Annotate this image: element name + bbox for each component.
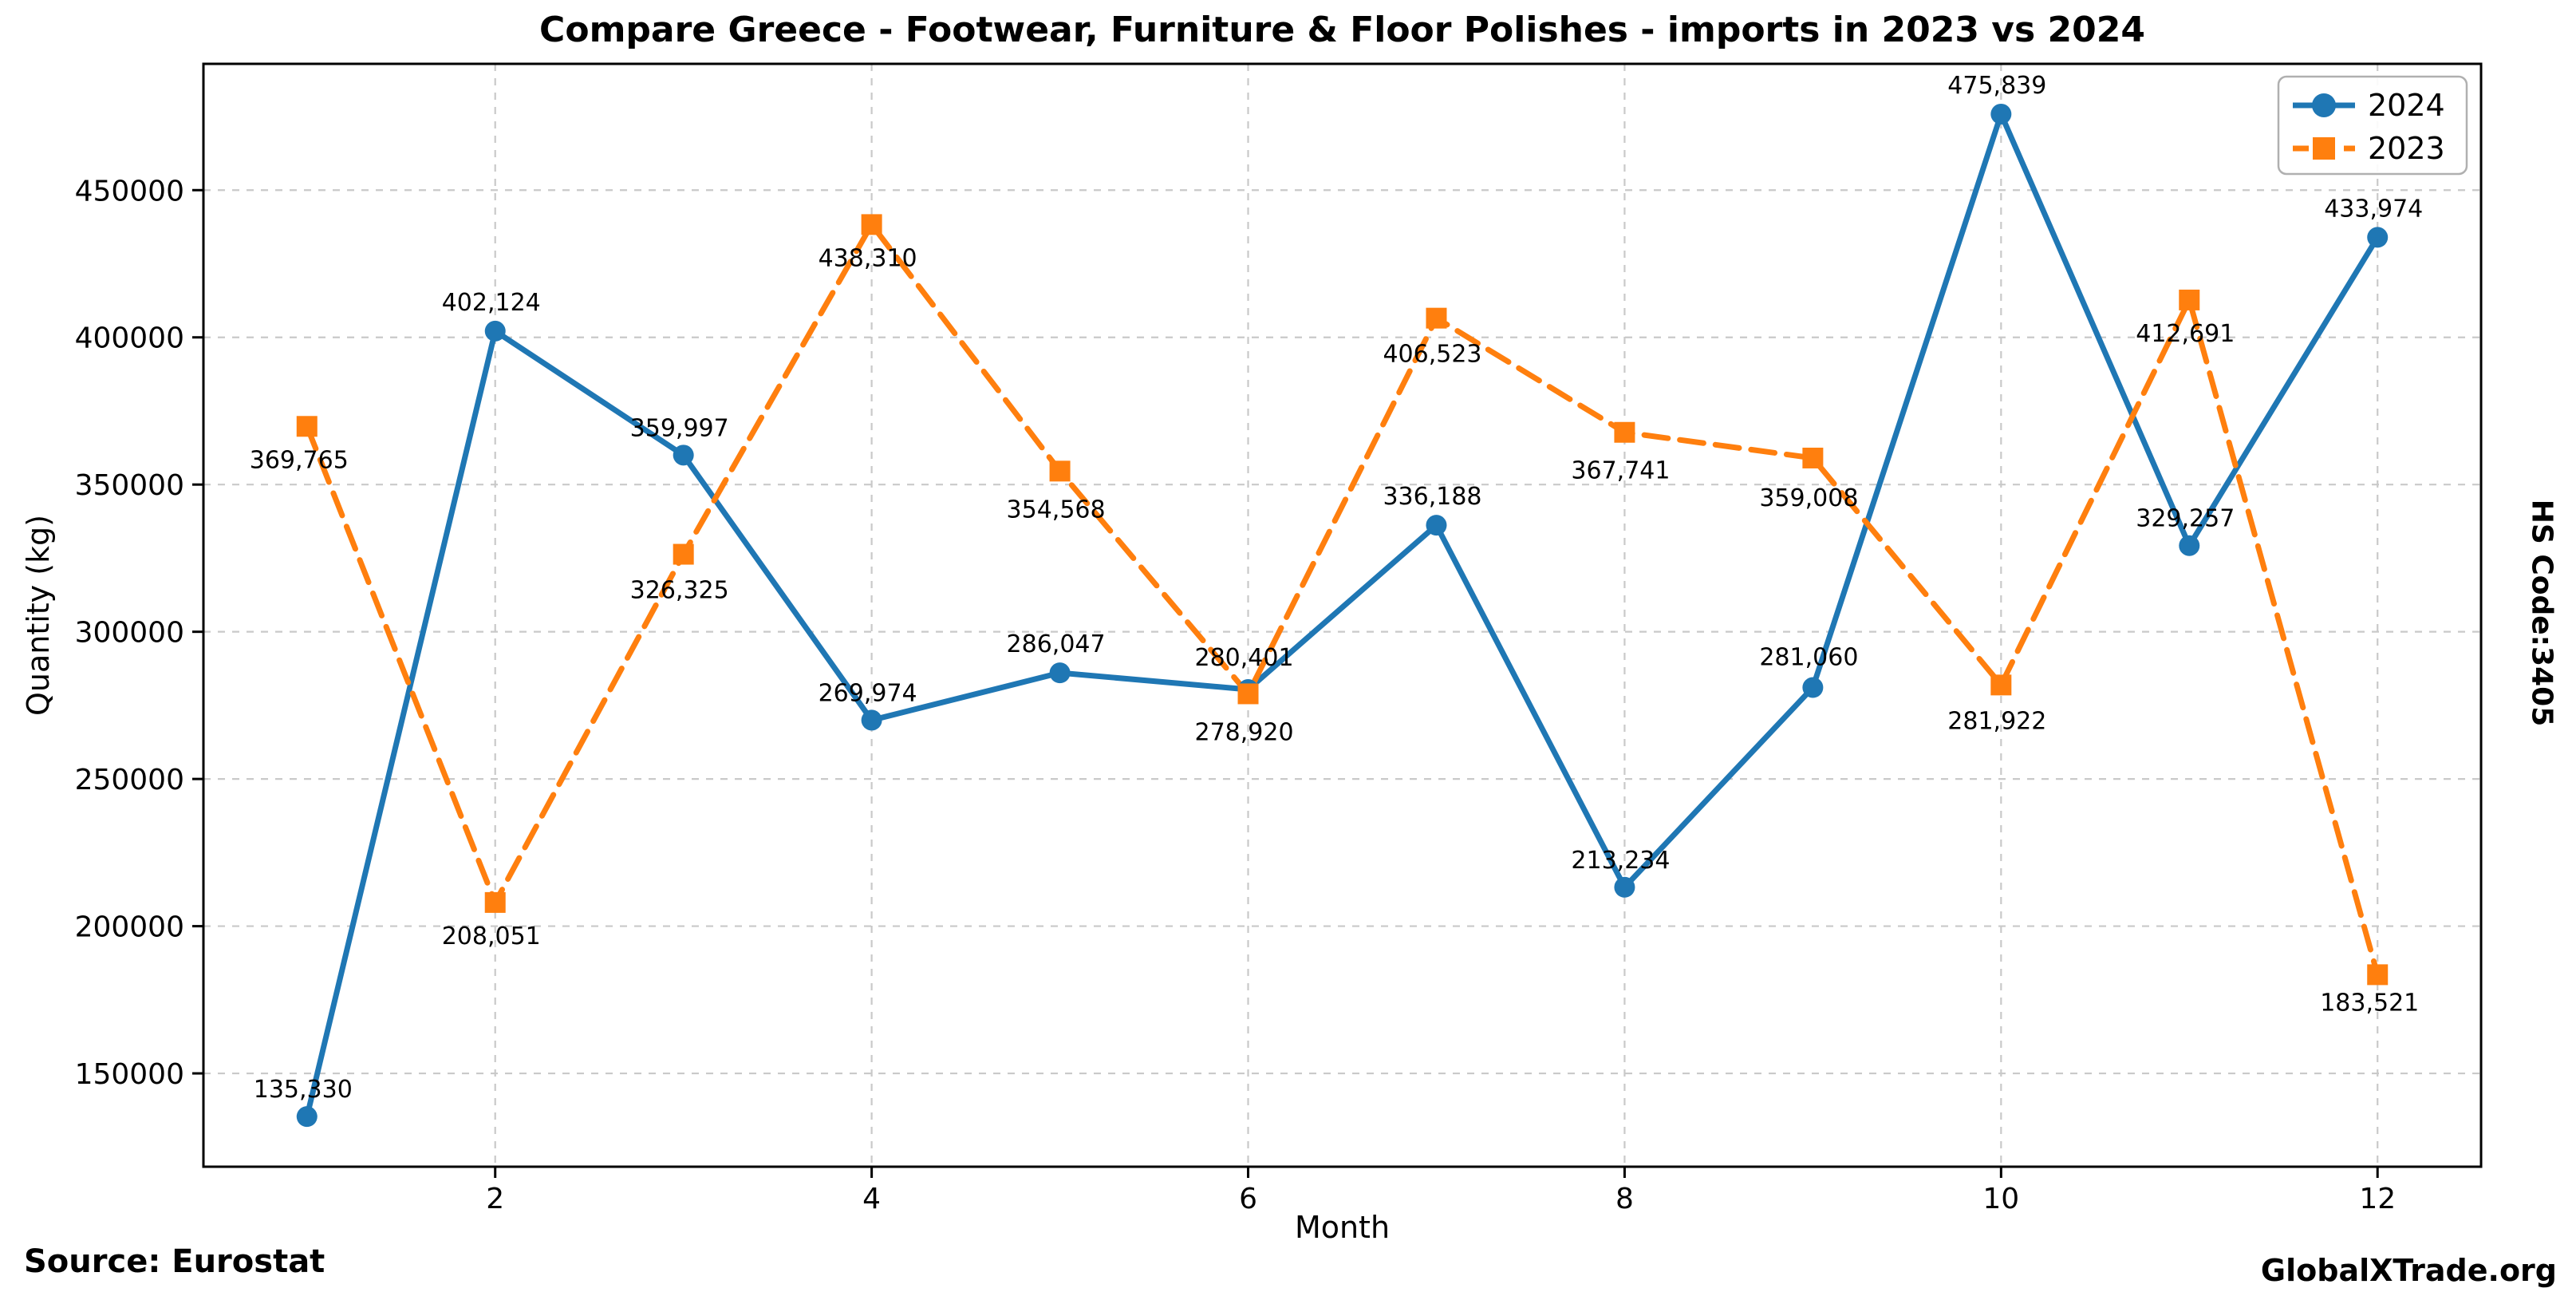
plot-border (202, 62, 2483, 1168)
marker-2024 (861, 709, 882, 731)
data-label: 278,920 (1194, 718, 1293, 746)
legend-marker-2023 (2313, 137, 2335, 160)
data-label: 438,310 (819, 244, 917, 272)
y-tick-label: 150000 (75, 1058, 184, 1091)
data-label: 412,691 (2136, 320, 2235, 348)
legend-label: 2024 (2368, 88, 2445, 123)
marker-2024 (2179, 535, 2200, 556)
legend-marker-2024 (2312, 93, 2336, 117)
marker-2023 (2367, 964, 2389, 986)
data-label: 326,325 (630, 577, 729, 605)
data-label: 208,051 (442, 923, 541, 950)
marker-2023 (2179, 289, 2200, 310)
data-label: 359,008 (1759, 484, 1858, 512)
legend-item-2023: 2023 (2293, 131, 2445, 166)
data-label: 369,765 (250, 446, 349, 474)
data-label: 475,839 (1947, 72, 2046, 100)
marker-2024 (2367, 227, 2389, 248)
marker-2024 (1049, 662, 1071, 684)
source-note: Source: Eurostat (24, 1243, 325, 1280)
hs-code-label: HS Code:3405 (2525, 499, 2558, 727)
x-tick-label: 4 (862, 1183, 881, 1215)
marker-2023 (1049, 460, 1071, 482)
data-label: 336,188 (1383, 483, 1481, 511)
marker-2024 (1614, 876, 1635, 898)
y-tick-label: 350000 (75, 469, 184, 502)
marker-2023 (1802, 447, 1824, 468)
marker-2024 (673, 445, 694, 466)
data-label: 367,741 (1571, 457, 1670, 485)
data-label: 359,997 (630, 414, 729, 442)
marker-2023 (673, 543, 694, 565)
x-tick-label: 2 (486, 1183, 504, 1215)
data-label: 406,523 (1383, 341, 1481, 369)
data-label: 286,047 (1007, 630, 1106, 658)
x-tick-label: 8 (1615, 1183, 1634, 1215)
data-label: 183,521 (2320, 989, 2419, 1017)
data-label: 281,060 (1759, 644, 1858, 672)
marker-2023 (861, 214, 882, 235)
chart-title: Compare Greece - Footwear, Furniture & F… (539, 10, 2145, 50)
y-tick-label: 300000 (75, 617, 184, 650)
data-label: 402,124 (442, 289, 541, 317)
legend-label: 2023 (2368, 131, 2445, 166)
data-label: 213,234 (1571, 847, 1670, 875)
marker-2024 (484, 320, 506, 342)
data-label: 433,974 (2324, 195, 2423, 223)
marker-2023 (1426, 307, 1447, 329)
marker-2023 (1990, 674, 2012, 696)
marker-2023 (296, 416, 318, 437)
x-tick-label: 6 (1239, 1183, 1257, 1215)
marker-2024 (1990, 103, 2012, 124)
x-axis-label: Month (1294, 1210, 1391, 1245)
data-label: 281,922 (1947, 707, 2046, 735)
data-label: 354,568 (1007, 496, 1106, 524)
y-tick-label: 250000 (75, 764, 184, 796)
marker-2024 (1802, 677, 1824, 698)
marker-2024 (296, 1106, 318, 1128)
y-tick-label: 450000 (75, 175, 184, 207)
marker-2024 (1426, 515, 1447, 536)
y-axis-label: Quantity (kg) (21, 514, 56, 717)
x-tick-label: 12 (2359, 1183, 2396, 1215)
watermark: GlobalXTrade.org (2260, 1253, 2557, 1288)
legend: 2024 2023 (2277, 75, 2468, 176)
data-label: 280,401 (1194, 644, 1293, 672)
data-label: 135,330 (254, 1076, 353, 1104)
marker-2023 (1614, 421, 1635, 443)
x-tick-label: 10 (1982, 1183, 2019, 1215)
y-tick-label: 400000 (75, 322, 184, 355)
series-line-2024 (304, 111, 2381, 1120)
data-label: 329,257 (2136, 505, 2235, 533)
marker-2023 (1237, 683, 1259, 705)
y-tick-label: 200000 (75, 911, 184, 944)
series-line-2023 (304, 221, 2381, 978)
legend-item-2024: 2024 (2293, 88, 2445, 123)
marker-2023 (484, 891, 506, 913)
data-label: 269,974 (819, 679, 917, 707)
